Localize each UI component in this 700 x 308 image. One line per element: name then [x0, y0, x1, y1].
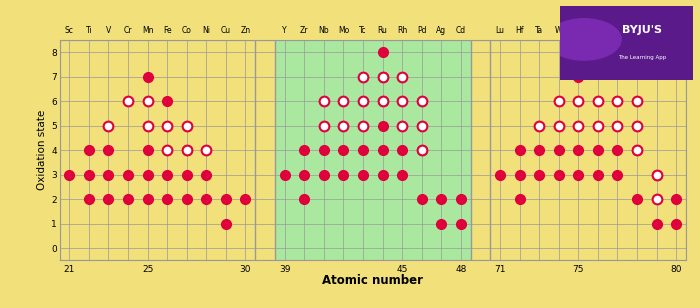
Text: 71: 71	[494, 265, 506, 274]
FancyBboxPatch shape	[560, 6, 693, 80]
Text: 48: 48	[455, 265, 466, 274]
Text: Ru: Ru	[377, 26, 388, 35]
Text: Cr: Cr	[124, 26, 132, 35]
Text: Ti: Ti	[85, 26, 92, 35]
Text: Rh: Rh	[397, 26, 407, 35]
Text: Ni: Ni	[202, 26, 210, 35]
Text: Ir: Ir	[615, 26, 620, 35]
Text: Re: Re	[573, 26, 583, 35]
Circle shape	[547, 19, 621, 60]
Text: Mo: Mo	[338, 26, 349, 35]
Text: Ta: Ta	[535, 26, 543, 35]
Text: Cd: Cd	[456, 26, 466, 35]
Text: Sc: Sc	[65, 26, 74, 35]
Bar	[275, 40, 470, 260]
Text: 80: 80	[671, 265, 682, 274]
Text: 25: 25	[142, 265, 153, 274]
Text: Zr: Zr	[300, 26, 309, 35]
Text: Mn: Mn	[142, 26, 153, 35]
Text: 39: 39	[279, 265, 290, 274]
Text: Fe: Fe	[163, 26, 172, 35]
Text: 30: 30	[239, 265, 251, 274]
Text: Co: Co	[182, 26, 192, 35]
Text: Pd: Pd	[417, 26, 426, 35]
Text: Hf: Hf	[515, 26, 524, 35]
Text: Y: Y	[282, 26, 287, 35]
Text: Zn: Zn	[240, 26, 251, 35]
X-axis label: Atomic number: Atomic number	[322, 274, 424, 287]
Text: Tc: Tc	[359, 26, 367, 35]
Text: BYJU'S: BYJU'S	[622, 25, 662, 35]
Text: 75: 75	[573, 265, 584, 274]
Text: Pt: Pt	[634, 26, 641, 35]
Text: V: V	[106, 26, 111, 35]
Y-axis label: Oxidation state: Oxidation state	[37, 110, 47, 190]
Text: Hg: Hg	[671, 26, 682, 35]
Text: Os: Os	[593, 26, 603, 35]
Text: 21: 21	[64, 265, 75, 274]
Text: Cu: Cu	[221, 26, 231, 35]
Text: Au: Au	[652, 26, 662, 35]
Text: Lu: Lu	[496, 26, 505, 35]
Text: The Learning App: The Learning App	[618, 55, 666, 60]
Text: W: W	[555, 26, 563, 35]
Text: Nb: Nb	[318, 26, 329, 35]
Text: Ag: Ag	[436, 26, 447, 35]
Text: 45: 45	[396, 265, 408, 274]
